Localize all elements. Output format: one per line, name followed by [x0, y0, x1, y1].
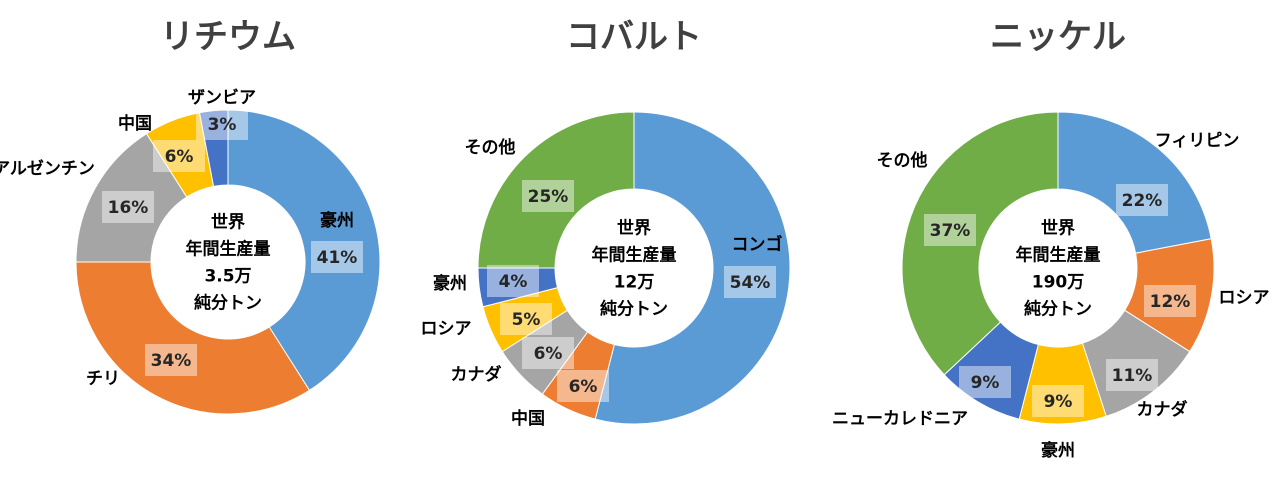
data-label: 3%	[208, 115, 237, 135]
data-label-box	[557, 370, 609, 402]
category-label: 中国	[118, 113, 152, 134]
data-label: 9%	[971, 373, 1000, 393]
center-text-line: 年間生産量	[186, 239, 271, 260]
center-text-line: 世界	[1041, 219, 1075, 239]
center-text-line: 年間生産量	[592, 245, 677, 266]
data-label-box	[522, 337, 574, 369]
data-label: 6%	[534, 344, 563, 364]
category-label: 豪州	[1041, 440, 1075, 461]
chart-title: コバルト	[566, 17, 702, 57]
category-label: ニューカレドニア	[832, 409, 968, 429]
slice-6	[901, 111, 1059, 376]
category-label: コンゴ	[732, 234, 783, 255]
category-label: 中国	[511, 408, 545, 429]
category-label: チリ	[86, 369, 120, 389]
center-text-line: 3.5万	[204, 267, 251, 287]
center-text-line: 世界	[617, 219, 651, 239]
center-text-line: 純分トン	[194, 293, 262, 314]
chart-title: ニッケル	[990, 17, 1126, 57]
data-label-box	[487, 265, 539, 297]
data-label: 37%	[930, 221, 971, 241]
center-text-line: 年間生産量	[1016, 245, 1101, 266]
category-label: 豪州	[320, 210, 354, 231]
data-label: 6%	[569, 377, 598, 397]
data-label-box	[1116, 184, 1168, 216]
data-label: 11%	[1112, 366, 1153, 386]
data-label: 41%	[317, 248, 358, 268]
data-label-box	[145, 344, 197, 376]
data-label: 6%	[165, 147, 194, 167]
slice-1	[594, 111, 791, 425]
data-label: 22%	[1122, 191, 1163, 211]
category-label: ロシア	[1219, 288, 1270, 308]
center-text-line: 純分トン	[1024, 299, 1092, 320]
center-text-line: 190万	[1032, 273, 1085, 293]
data-label-box	[311, 241, 363, 273]
data-label-box	[959, 366, 1011, 398]
chart-title: リチウム	[160, 17, 296, 57]
category-label: ロシア	[421, 319, 472, 339]
data-label: 16%	[108, 198, 149, 218]
slice-1	[227, 109, 381, 392]
data-label: 5%	[512, 310, 541, 330]
data-label-box	[1144, 285, 1196, 317]
data-label-box	[1032, 385, 1084, 417]
data-label: 4%	[499, 272, 528, 292]
category-label: フィリピン	[1155, 131, 1240, 151]
data-label-box	[500, 303, 552, 335]
data-label-box	[153, 140, 205, 172]
category-label: 豪州	[433, 273, 467, 294]
data-label-box	[196, 108, 248, 140]
data-label-box	[1106, 359, 1158, 391]
slice-1	[1057, 111, 1212, 254]
data-label: 34%	[151, 351, 192, 371]
category-label: その他	[877, 150, 928, 171]
center-text-line: 12万	[614, 273, 655, 293]
category-label: カナダ	[1137, 399, 1188, 420]
center-text-line: 世界	[211, 213, 245, 233]
data-label: 54%	[730, 273, 771, 293]
category-label: アルゼンチン	[0, 158, 95, 179]
data-label: 9%	[1044, 392, 1073, 412]
data-label: 12%	[1150, 292, 1191, 312]
data-label-box	[724, 266, 776, 298]
data-label-box	[102, 191, 154, 223]
data-label: 25%	[528, 187, 569, 207]
category-label: ザンビア	[188, 88, 256, 108]
center-text-line: 純分トン	[600, 299, 668, 320]
category-label: その他	[465, 137, 516, 158]
category-label: カナダ	[451, 364, 502, 385]
slice-5	[198, 109, 229, 187]
slice-2	[75, 261, 311, 415]
data-label-box	[522, 180, 574, 212]
data-label-box	[924, 214, 976, 246]
slice-6	[477, 111, 635, 269]
